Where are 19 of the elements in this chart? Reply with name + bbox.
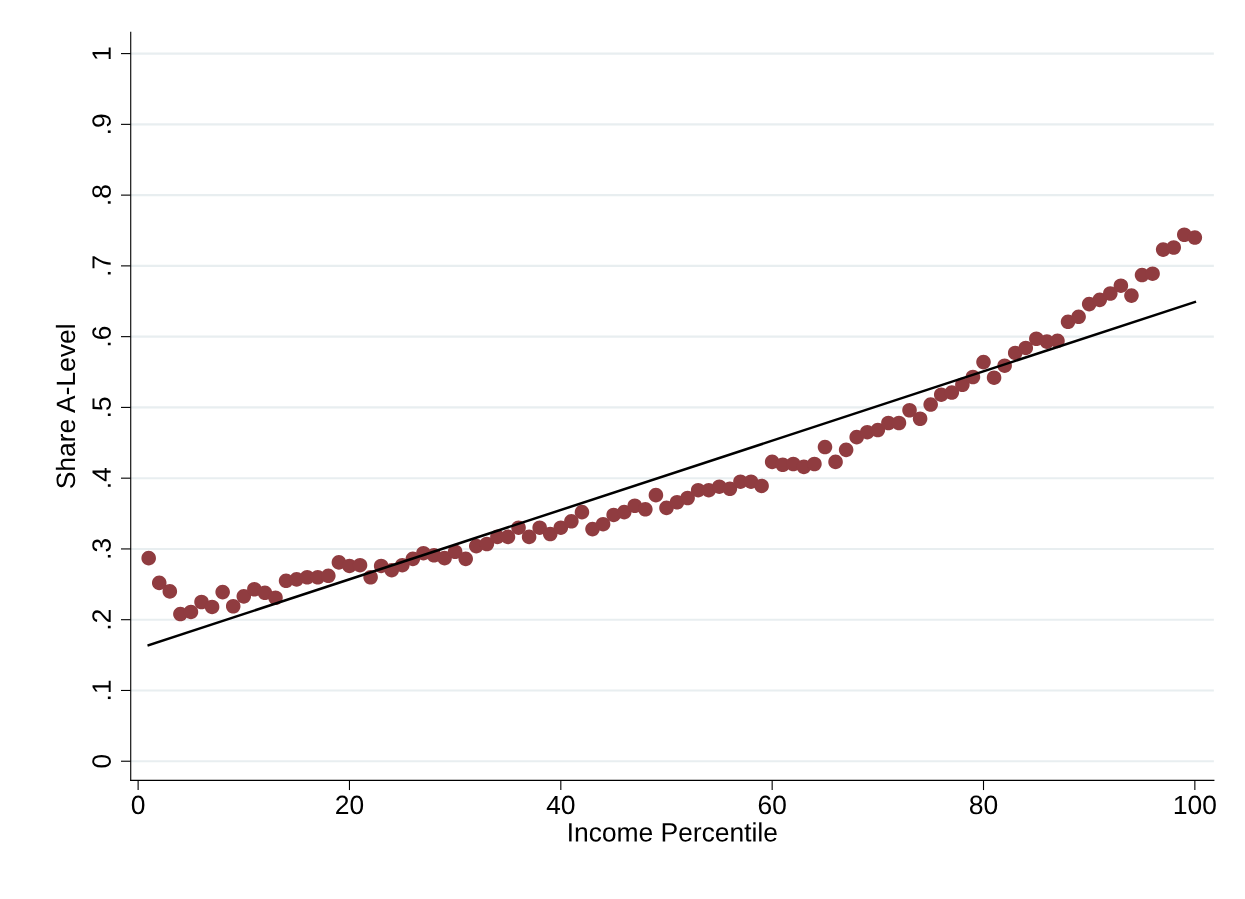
y-tick-label: .8 [92,185,111,204]
x-tick-label: 20 [336,795,364,815]
x-axis-title: Income Percentile [569,822,777,842]
y-tick-label: .4 [92,467,111,487]
y-tick-label: .1 [92,680,111,700]
y-axis-title: Share A-Level [55,325,76,489]
y-tick-label: .9 [92,114,111,133]
y-tick-label: .2 [92,610,111,629]
y-tick-label: .5 [92,397,111,416]
x-tick-label: 60 [758,795,786,815]
y-tick-label: .7 [92,256,111,275]
x-tick-label: 0 [131,795,145,815]
y-tick-label: 0 [92,754,111,768]
x-tick-label: 40 [546,795,575,815]
x-tick-label: 100 [1174,795,1216,815]
x-tick-label: 80 [969,795,998,815]
y-tick-label: .3 [92,539,111,558]
y-tick-label: .6 [92,326,111,346]
y-tick-label: 1 [92,47,111,59]
